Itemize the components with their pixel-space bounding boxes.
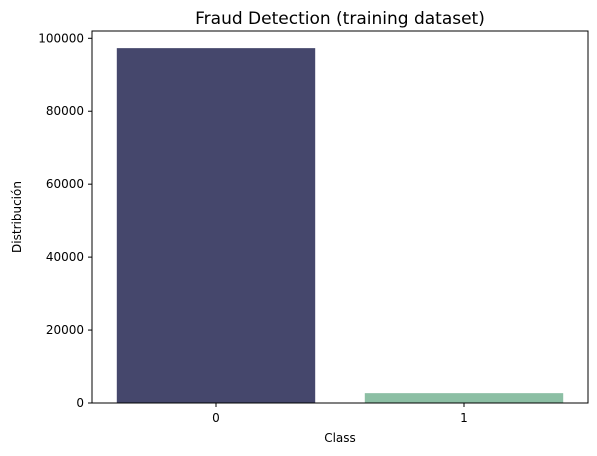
x-tick-label-1: 1 (460, 411, 468, 425)
y-tick-label-40000: 40000 (46, 250, 84, 264)
bar-0 (116, 48, 316, 404)
y-tick-label-60000: 60000 (46, 177, 84, 191)
y-tick-label-0: 0 (76, 396, 84, 410)
y-tick-label-100000: 100000 (38, 31, 84, 45)
plot-frame (91, 30, 589, 404)
x-axis-label: Class (324, 431, 356, 445)
y-tick-label-80000: 80000 (46, 104, 84, 118)
chart-title: Fraud Detection (training dataset) (195, 9, 485, 29)
bar-1 (364, 393, 564, 403)
y-tick-label-20000: 20000 (46, 323, 84, 337)
y-axis: 0 20000 40000 60000 80000 100000 (38, 31, 92, 410)
bars-group (116, 48, 564, 404)
x-tick-label-0: 0 (212, 411, 220, 425)
y-axis-label: Distribución (10, 181, 24, 253)
